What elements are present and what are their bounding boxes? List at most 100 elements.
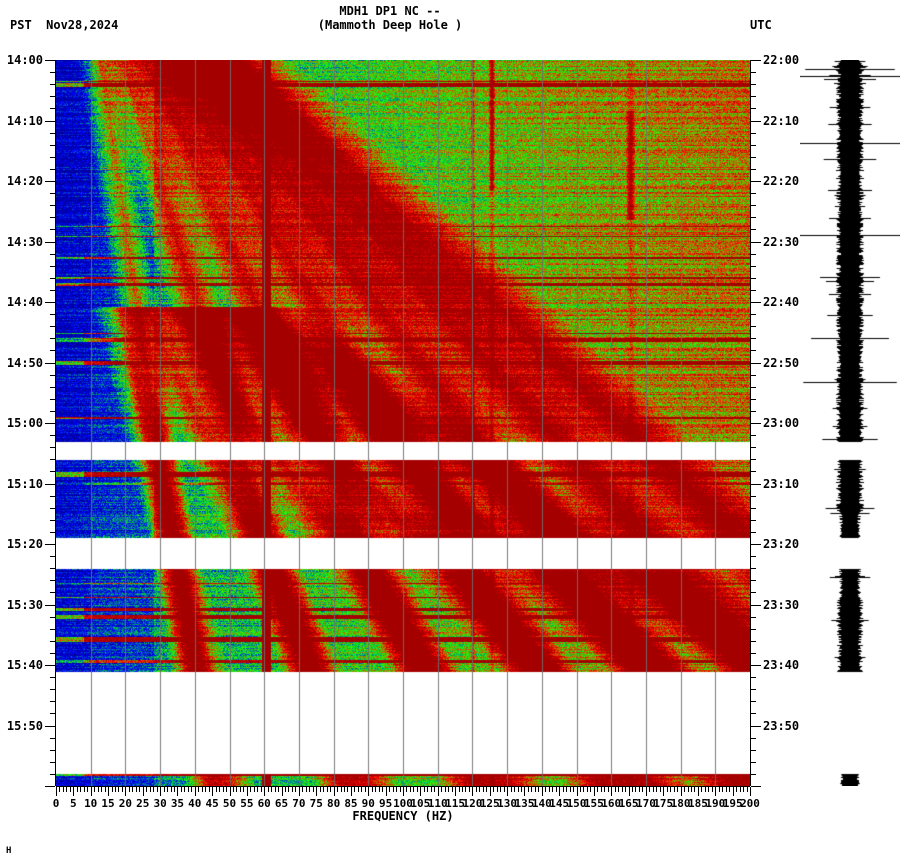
x-axis-minor-tick bbox=[302, 787, 303, 792]
x-axis-major-tick bbox=[472, 787, 473, 796]
y-axis-minor-tick-left bbox=[50, 217, 55, 218]
y-axis-minor-tick-right bbox=[751, 447, 756, 448]
x-axis-minor-tick bbox=[327, 787, 328, 792]
x-axis-major-tick bbox=[351, 787, 352, 796]
y-axis-minor-tick-right bbox=[751, 580, 756, 581]
x-axis-minor-tick bbox=[122, 787, 123, 792]
y-axis-minor-tick-right bbox=[751, 762, 756, 763]
y-axis-minor-tick-left bbox=[50, 762, 55, 763]
y-axis-minor-tick-right bbox=[751, 459, 756, 460]
x-axis-minor-tick bbox=[726, 787, 727, 792]
x-axis-minor-tick bbox=[674, 787, 675, 792]
x-axis-minor-tick bbox=[434, 787, 435, 792]
y-axis-minor-tick-right bbox=[751, 641, 756, 642]
x-axis-minor-tick bbox=[535, 787, 536, 792]
y-axis-minor-tick-left bbox=[50, 205, 55, 206]
x-axis-minor-tick bbox=[164, 787, 165, 792]
spectrogram-plot-area[interactable] bbox=[56, 60, 750, 786]
x-axis-major-tick bbox=[438, 787, 439, 796]
x-axis-minor-tick bbox=[209, 787, 210, 792]
x-axis-minor-tick bbox=[556, 787, 557, 792]
x-axis-minor-tick bbox=[136, 787, 137, 792]
y-axis-minor-tick-left bbox=[50, 375, 55, 376]
x-axis-minor-tick bbox=[171, 787, 172, 792]
x-axis-minor-tick bbox=[226, 787, 227, 792]
x-axis-minor-tick bbox=[452, 787, 453, 792]
x-axis-minor-tick bbox=[406, 787, 407, 792]
x-axis-tick-label: 185 bbox=[688, 797, 708, 810]
y-axis-major-tick-left bbox=[45, 242, 55, 243]
x-axis-tick-label: 180 bbox=[670, 797, 691, 810]
y-axis-minor-tick-left bbox=[50, 774, 55, 775]
x-axis-major-tick bbox=[507, 787, 508, 796]
y-axis-minor-tick-left bbox=[50, 701, 55, 702]
x-axis-minor-tick bbox=[271, 787, 272, 792]
page-title-sitename: (Mammoth Deep Hole ) bbox=[317, 18, 463, 32]
x-axis-minor-tick bbox=[660, 787, 661, 792]
x-axis-minor-tick bbox=[656, 787, 657, 792]
y-axis-label-utc: 22:20 bbox=[763, 174, 800, 188]
x-axis-minor-tick bbox=[729, 787, 730, 792]
x-axis-minor-tick bbox=[573, 787, 574, 792]
y-axis-label-pst: 14:10 bbox=[6, 113, 43, 128]
x-axis-minor-tick bbox=[719, 787, 720, 792]
y-axis-label-utc: 22:50 bbox=[763, 355, 800, 370]
x-axis-minor-tick bbox=[84, 787, 85, 792]
x-axis-major-tick bbox=[264, 787, 265, 796]
x-axis-minor-tick bbox=[309, 787, 310, 792]
y-axis-major-tick-left bbox=[45, 363, 55, 364]
x-axis-minor-tick bbox=[632, 787, 633, 792]
x-axis-minor-tick bbox=[344, 787, 345, 792]
y-axis-major-tick-left bbox=[45, 302, 55, 303]
spectrogram-canvas[interactable] bbox=[56, 60, 750, 786]
x-axis-minor-tick bbox=[150, 787, 151, 792]
x-axis-minor-tick bbox=[691, 787, 692, 792]
x-axis-minor-tick bbox=[563, 787, 564, 792]
x-axis-minor-tick bbox=[157, 787, 158, 792]
y-axis-label-utc: 22:00 bbox=[763, 53, 800, 67]
x-axis-minor-tick bbox=[77, 787, 78, 792]
x-axis-major-tick bbox=[542, 787, 543, 796]
x-axis-minor-tick bbox=[278, 787, 279, 792]
x-axis-minor-tick bbox=[361, 787, 362, 792]
x-axis-major-tick bbox=[247, 787, 248, 796]
y-axis-label-pst: 14:00 bbox=[6, 53, 43, 67]
x-axis-minor-tick bbox=[365, 787, 366, 792]
x-axis-minor-tick bbox=[622, 787, 623, 792]
y-axis-minor-tick-left bbox=[50, 338, 55, 339]
x-axis-tick-label: 90 bbox=[361, 797, 375, 810]
y-axis-minor-tick-right bbox=[751, 157, 756, 158]
x-axis-minor-tick bbox=[105, 787, 106, 792]
x-axis-minor-tick bbox=[469, 787, 470, 792]
y-axis-label-pst: 14:20 bbox=[6, 174, 43, 188]
x-axis-minor-tick bbox=[372, 787, 373, 792]
x-axis-minor-tick bbox=[205, 787, 206, 792]
seismogram-trace-panel[interactable] bbox=[800, 60, 900, 786]
x-axis-major-tick bbox=[195, 787, 196, 796]
y-axis-minor-tick-right bbox=[751, 229, 756, 230]
y-axis-minor-tick-right bbox=[751, 399, 756, 400]
x-axis-minor-tick bbox=[375, 787, 376, 792]
y-axis-minor-tick-left bbox=[50, 459, 55, 460]
x-axis-tick-label: 135 bbox=[514, 797, 535, 810]
y-axis-minor-tick-left bbox=[50, 278, 55, 279]
x-axis-major-tick bbox=[629, 787, 630, 796]
x-axis-minor-tick bbox=[511, 787, 512, 792]
x-axis-minor-tick bbox=[618, 787, 619, 792]
x-axis-minor-tick bbox=[601, 787, 602, 792]
y-axis-minor-tick-left bbox=[50, 96, 55, 97]
y-axis-label-utc: 22:10 bbox=[763, 113, 800, 128]
y-axis-label-utc: 22:40 bbox=[763, 295, 800, 309]
y-axis-minor-tick-left bbox=[50, 532, 55, 533]
y-axis-minor-tick-right bbox=[751, 326, 756, 327]
corner-mark: H bbox=[6, 846, 12, 856]
y-axis-minor-tick-left bbox=[50, 689, 55, 690]
y-axis-major-tick-left bbox=[45, 605, 55, 606]
x-axis-tick-label: 5 bbox=[70, 797, 77, 810]
x-axis-minor-tick bbox=[216, 787, 217, 792]
x-axis-minor-tick bbox=[410, 787, 411, 792]
y-axis-minor-tick-left bbox=[50, 399, 55, 400]
y-axis-minor-tick-left bbox=[50, 72, 55, 73]
x-axis-minor-tick bbox=[167, 787, 168, 792]
x-axis-major-tick bbox=[125, 787, 126, 796]
